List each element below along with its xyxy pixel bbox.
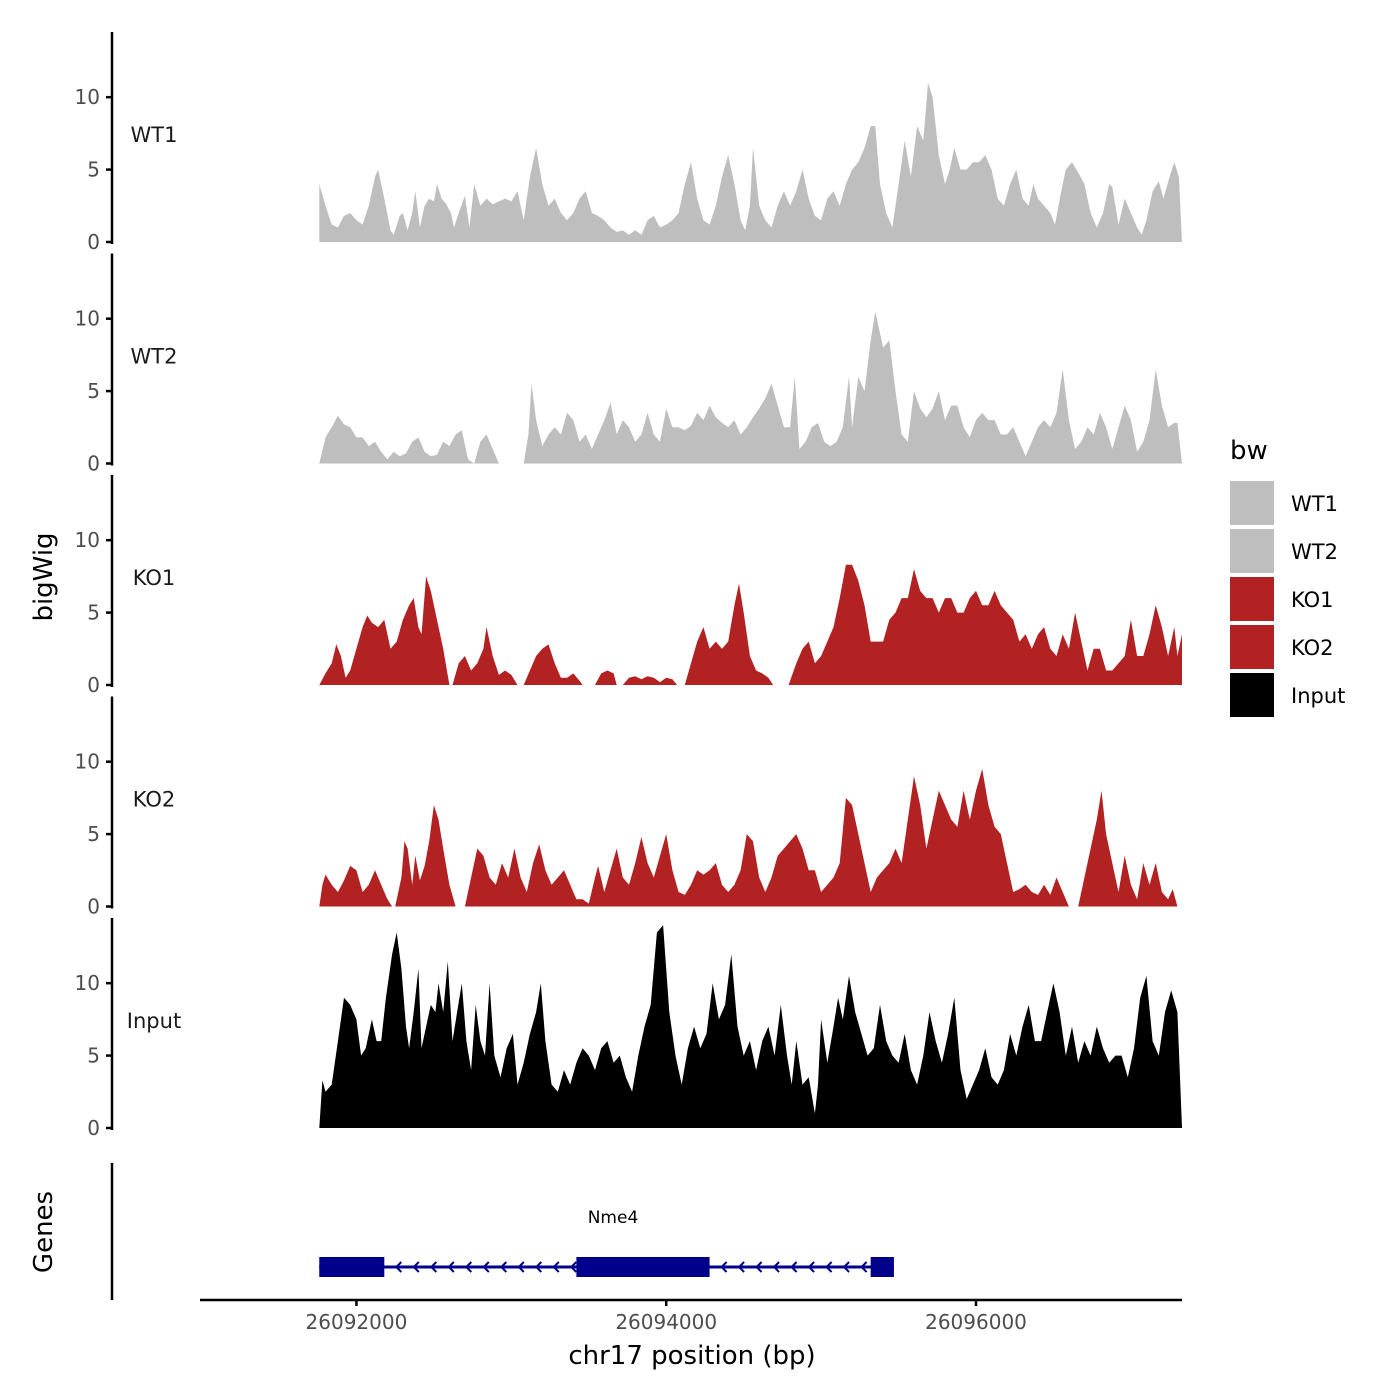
strand-arrow bbox=[517, 1261, 525, 1273]
signal-area-ko1-5 bbox=[684, 583, 774, 685]
signal-area-ko2-0 bbox=[319, 865, 393, 907]
gene-axis-title: Genes bbox=[29, 1191, 59, 1273]
y-tick-label: 10 bbox=[75, 307, 100, 331]
signal-area-ko1-3 bbox=[595, 670, 617, 685]
y-tick-label: 5 bbox=[87, 1044, 100, 1068]
x-tick-label: 26092000 bbox=[306, 1310, 408, 1334]
y-tick-label: 5 bbox=[87, 158, 100, 182]
gene-name-label: Nme4 bbox=[588, 1208, 639, 1228]
strand-arrow bbox=[447, 1261, 455, 1273]
y-tick-label: 0 bbox=[87, 452, 100, 476]
strand-arrow bbox=[720, 1261, 728, 1273]
y-tick-label: 0 bbox=[87, 895, 100, 919]
y-tick-label: 10 bbox=[75, 528, 100, 552]
strand-arrow bbox=[482, 1261, 490, 1273]
legend-key-ko1 bbox=[1230, 577, 1274, 621]
signal-area-ko1-0 bbox=[319, 576, 450, 685]
track-panel-ko2: 0 5 10 KO2 bbox=[75, 696, 1178, 919]
bigwig-tracks: 0 5 10 WT1 0 5 10 WT2 0 5 10 KO1 0 5 10 KO2 0 5 10 Input bbox=[75, 32, 1182, 1140]
strand-arrow bbox=[772, 1261, 780, 1273]
y-tick-label: 5 bbox=[87, 601, 100, 625]
y-tick-label: 10 bbox=[75, 750, 100, 774]
legend-label-ko1: KO1 bbox=[1291, 588, 1334, 612]
track-panel-wt2: 0 5 10 WT2 bbox=[75, 253, 1182, 476]
legend-key-ko2 bbox=[1230, 625, 1274, 669]
signal-area-input-0 bbox=[319, 925, 1182, 1128]
legend-label-ko2: KO2 bbox=[1291, 636, 1334, 660]
strand-arrow bbox=[842, 1261, 850, 1273]
gene-exon-3 bbox=[870, 1257, 894, 1277]
signal-area-wt2-0 bbox=[319, 415, 499, 464]
y-tick-label: 0 bbox=[87, 230, 100, 254]
signal-area-wt1-0 bbox=[319, 82, 1182, 242]
track-label-ko2: KO2 bbox=[133, 788, 176, 812]
y-tick-label: 0 bbox=[87, 673, 100, 697]
y-axis-title: bigWig bbox=[29, 532, 59, 621]
signal-area-ko2-1 bbox=[395, 805, 456, 907]
legend-key-wt1 bbox=[1230, 481, 1274, 525]
legend-label-input: Input bbox=[1291, 684, 1345, 708]
legend-key-input bbox=[1230, 673, 1274, 717]
track-label-ko1: KO1 bbox=[133, 566, 176, 590]
track-panel-wt1: 0 5 10 WT1 bbox=[75, 32, 1182, 254]
gene-exon-2 bbox=[576, 1257, 710, 1277]
x-tick-label: 26096000 bbox=[925, 1310, 1027, 1334]
strand-arrow bbox=[464, 1261, 473, 1273]
track-panel-ko1: 0 5 10 KO1 bbox=[75, 475, 1182, 697]
strand-arrow bbox=[790, 1261, 798, 1273]
signal-area-wt2-1 bbox=[523, 311, 1182, 464]
y-tick-label: 0 bbox=[87, 1116, 100, 1140]
track-label-input: Input bbox=[127, 1009, 181, 1033]
legend-label-wt1: WT1 bbox=[1291, 492, 1338, 516]
legend-key-wt2 bbox=[1230, 529, 1274, 573]
legend-label-wt2: WT2 bbox=[1291, 540, 1338, 564]
y-tick-label: 5 bbox=[87, 379, 100, 403]
y-tick-label: 10 bbox=[75, 85, 100, 109]
track-panel-input: 0 5 10 Input bbox=[75, 918, 1182, 1140]
strand-arrow bbox=[499, 1261, 508, 1273]
legend-title: bw bbox=[1230, 436, 1268, 466]
x-axis-title: chr17 position (bp) bbox=[568, 1341, 815, 1371]
strand-arrow bbox=[569, 1261, 578, 1273]
strand-arrow bbox=[412, 1261, 420, 1273]
y-tick-label: 10 bbox=[75, 971, 100, 995]
strand-arrow bbox=[755, 1261, 763, 1273]
legend: bw WT1 WT2 KO1 KO2 Input bbox=[1230, 436, 1345, 717]
strand-arrow bbox=[860, 1261, 868, 1273]
x-axis: 26092000 26094000 26096000 bbox=[200, 1298, 1182, 1334]
signal-area-ko1-1 bbox=[452, 627, 518, 685]
x-tick-label: 26094000 bbox=[615, 1310, 717, 1334]
track-label-wt1: WT1 bbox=[131, 123, 178, 147]
strand-arrow bbox=[429, 1261, 438, 1273]
signal-area-ko2-2 bbox=[464, 768, 1069, 907]
strand-arrow bbox=[825, 1261, 833, 1273]
signal-area-ko1-6 bbox=[788, 564, 1182, 685]
strand-arrow bbox=[534, 1261, 543, 1273]
signal-area-ko2-3 bbox=[1078, 790, 1178, 907]
signal-area-ko1-4 bbox=[622, 676, 678, 685]
strand-arrow bbox=[737, 1261, 745, 1273]
y-tick-label: 5 bbox=[87, 822, 100, 846]
track-label-wt2: WT2 bbox=[131, 345, 178, 369]
gene-exon-1 bbox=[319, 1257, 385, 1277]
strand-arrow bbox=[807, 1261, 815, 1273]
strand-arrow bbox=[552, 1261, 560, 1273]
strand-arrow bbox=[394, 1261, 403, 1273]
gene-track: Nme4 bbox=[110, 1163, 894, 1300]
signal-area-ko1-2 bbox=[523, 644, 583, 685]
